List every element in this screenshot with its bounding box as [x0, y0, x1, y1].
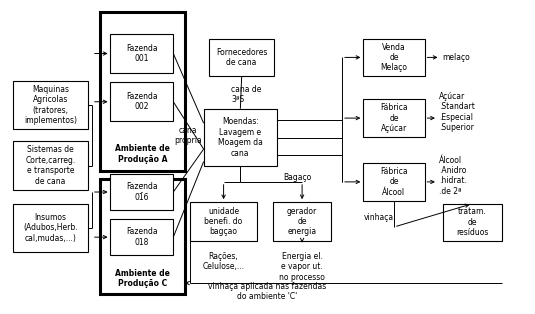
Bar: [209, 39, 274, 76]
Text: gerador
de
energia: gerador de energia: [287, 207, 317, 236]
Bar: [273, 202, 331, 241]
Text: Fornecedores
de cana: Fornecedores de cana: [216, 48, 268, 67]
Text: Venda
de
Melaço: Venda de Melaço: [380, 42, 408, 72]
Bar: [111, 82, 173, 121]
Bar: [111, 34, 173, 73]
Bar: [111, 219, 173, 255]
Bar: [100, 12, 185, 171]
Bar: [204, 109, 277, 166]
Text: melaço: melaço: [442, 53, 470, 62]
Bar: [363, 163, 424, 201]
Text: vinhaça: vinhaça: [364, 213, 394, 222]
Text: Bagaço: Bagaço: [284, 173, 312, 182]
Text: Insumos
(Adubos,Herb.
cal,mudas,...): Insumos (Adubos,Herb. cal,mudas,...): [23, 213, 78, 243]
Text: unidade
benefi. do
bagçao: unidade benefi. do bagçao: [204, 207, 243, 236]
Text: Energia el.
e vapor ut.
no processo: Energia el. e vapor ut. no processo: [279, 252, 325, 282]
Text: Fazenda
018: Fazenda 018: [126, 227, 158, 247]
Text: Fazenda
002: Fazenda 002: [126, 92, 158, 111]
Text: vinhaça aplicada nas fazendas
do ambiente 'C': vinhaça aplicada nas fazendas do ambient…: [208, 282, 327, 301]
Text: Sistemas de
Corte,carreg.
e transporte
de cana: Sistemas de Corte,carreg. e transporte d…: [25, 145, 75, 186]
Bar: [13, 204, 88, 252]
Bar: [190, 202, 257, 241]
Text: Rações,
Celulose,...: Rações, Celulose,...: [203, 252, 244, 271]
Text: cana
propria: cana propria: [174, 126, 202, 145]
Text: tratam.
de
resíduos: tratam. de resíduos: [456, 208, 488, 237]
Text: .: .: [139, 176, 143, 188]
Text: Açúcar
.Standart
.Especial
.Superior: Açúcar .Standart .Especial .Superior: [439, 92, 475, 132]
Text: .: .: [139, 183, 143, 196]
Text: Fábrica
de
Açúcar: Fábrica de Açúcar: [380, 103, 408, 133]
Bar: [111, 174, 173, 210]
Bar: [13, 141, 88, 190]
Bar: [363, 39, 424, 76]
Bar: [100, 179, 185, 294]
Text: Fazenda
016: Fazenda 016: [126, 182, 158, 202]
Text: Fábrica
de
Álcool: Fábrica de Álcool: [380, 167, 408, 197]
Text: Moendas:
Lavagem e
Moagem da
cana: Moendas: Lavagem e Moagem da cana: [218, 117, 263, 158]
Text: Álcool
.Anidro
.hidrat.
.de 2ª: Álcool .Anidro .hidrat. .de 2ª: [439, 155, 467, 196]
Bar: [13, 81, 88, 129]
Text: Maquinas
Agricolas
(tratores,
implementos): Maquinas Agricolas (tratores, implemento…: [24, 85, 77, 125]
Bar: [363, 100, 424, 137]
Text: Ambiente de
Produção C: Ambiente de Produção C: [115, 269, 170, 288]
Text: Ambiente de
Produção A: Ambiente de Produção A: [115, 144, 170, 164]
Text: Fazenda
001: Fazenda 001: [126, 44, 158, 63]
Bar: [443, 204, 502, 241]
Text: cana de
3ªS: cana de 3ªS: [231, 85, 262, 105]
